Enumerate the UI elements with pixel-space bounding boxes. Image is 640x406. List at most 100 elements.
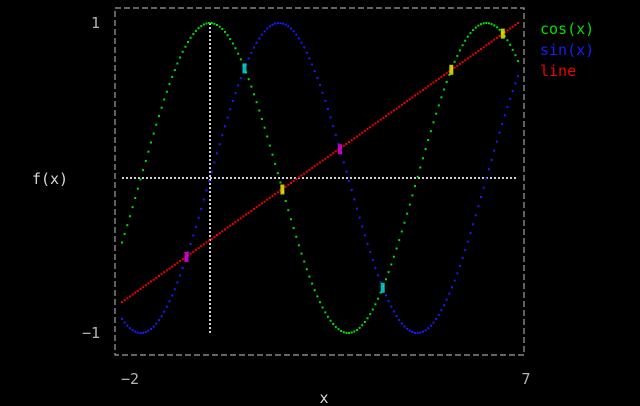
series-linear-point (216, 234, 218, 236)
series-cos-point (334, 325, 337, 328)
series-cos-point (511, 48, 514, 51)
series-sin-point (490, 158, 493, 161)
series-linear-point (437, 77, 440, 80)
series-sin-point (363, 234, 366, 237)
series-linear-point (472, 53, 475, 56)
series-cos-point (305, 268, 308, 271)
series-cos-point (456, 54, 459, 57)
series-sin-point (326, 108, 329, 110)
series-sin-point (200, 207, 203, 210)
series-cos-point (443, 88, 446, 91)
series-sin-point (234, 92, 237, 95)
series-sin-point (361, 225, 364, 228)
intersection-cos-line (280, 184, 285, 195)
series-linear-point (181, 258, 184, 261)
series-cos-point (480, 23, 482, 26)
series-linear-point (128, 295, 131, 298)
series-cos-point (268, 144, 271, 147)
series-cos-point (363, 321, 366, 323)
series-linear-point (266, 198, 269, 201)
series-cos-point (385, 278, 387, 281)
series-cos-point (514, 54, 517, 57)
series-linear-point (303, 172, 306, 175)
series-linear-point (474, 51, 477, 54)
series-linear-point (387, 113, 390, 116)
series-cos-point (448, 73, 451, 76)
series-sin-point (342, 161, 345, 164)
series-cos-point (192, 33, 195, 36)
series-sin-point (210, 170, 213, 173)
series-linear-point (316, 163, 319, 166)
series-cos-point (128, 215, 131, 218)
series-sin-point (334, 133, 337, 136)
series-sin-point (308, 57, 311, 60)
series-cos-point (158, 115, 160, 118)
series-linear-point (239, 217, 242, 220)
series-linear-point (311, 167, 314, 170)
series-linear-point (218, 232, 221, 235)
series-cos-point (226, 34, 229, 37)
series-linear-point (361, 131, 364, 134)
series-linear-point (445, 72, 448, 75)
series-cos-point (229, 38, 232, 41)
series-linear-point (366, 128, 369, 130)
series-sin-point (150, 327, 152, 330)
series-linear-point (321, 159, 324, 162)
series-sin-point (205, 189, 208, 192)
series-cos-point (202, 23, 205, 26)
series-cos-point (292, 227, 295, 230)
series-linear-point (258, 204, 261, 207)
series-linear-point (482, 46, 485, 49)
series-sin-point (274, 22, 277, 25)
series-cos-point (139, 178, 142, 181)
series-cos-point (411, 194, 414, 197)
series-linear-point (466, 57, 469, 60)
series-linear-point (260, 202, 263, 205)
series-sin-point (517, 75, 519, 78)
series-sin-point (501, 122, 504, 125)
series-cos-point (231, 42, 234, 45)
series-cos-point (416, 175, 419, 178)
series-linear-point (406, 100, 409, 103)
series-sin-point (171, 294, 174, 297)
series-linear-point (480, 48, 482, 50)
series-cos-point (210, 22, 213, 25)
series-sin-point (432, 321, 435, 324)
series-cos-point (387, 271, 390, 274)
series-cos-point (429, 130, 432, 133)
series-linear-point (458, 62, 461, 65)
series-linear-point (350, 139, 353, 142)
series-cos-point (237, 52, 240, 55)
series-cos-point (493, 24, 496, 27)
series-sin-point (128, 327, 131, 330)
series-linear-point (176, 261, 179, 264)
series-linear-point (237, 219, 240, 222)
series-sin-point (435, 318, 438, 320)
series-cos-point (342, 331, 345, 334)
series-cos-point (400, 230, 403, 233)
series-cos-point (458, 49, 461, 52)
series-cos-point (150, 141, 152, 144)
series-linear-point (226, 226, 229, 229)
series-linear-point (224, 228, 226, 231)
series-linear-point (488, 42, 490, 45)
series-cos-point (187, 41, 189, 43)
series-cos-point (435, 112, 438, 115)
series-linear-point (456, 64, 459, 67)
series-sin-point (134, 330, 137, 333)
series-cos-point (274, 162, 277, 165)
series-linear-point (131, 293, 134, 296)
series-linear-point (189, 252, 192, 255)
series-sin-point (126, 324, 129, 327)
series-cos-point (308, 275, 311, 278)
series-cos-point (179, 56, 182, 59)
series-sin-point (295, 33, 298, 36)
series-linear-point (369, 126, 372, 129)
series-linear-point (493, 38, 496, 41)
series-cos-point (488, 22, 490, 25)
series-sin-point (472, 223, 475, 226)
series-sin-point (176, 281, 179, 284)
series-linear-point (245, 213, 248, 216)
y-tick-label: 1 (91, 14, 100, 32)
